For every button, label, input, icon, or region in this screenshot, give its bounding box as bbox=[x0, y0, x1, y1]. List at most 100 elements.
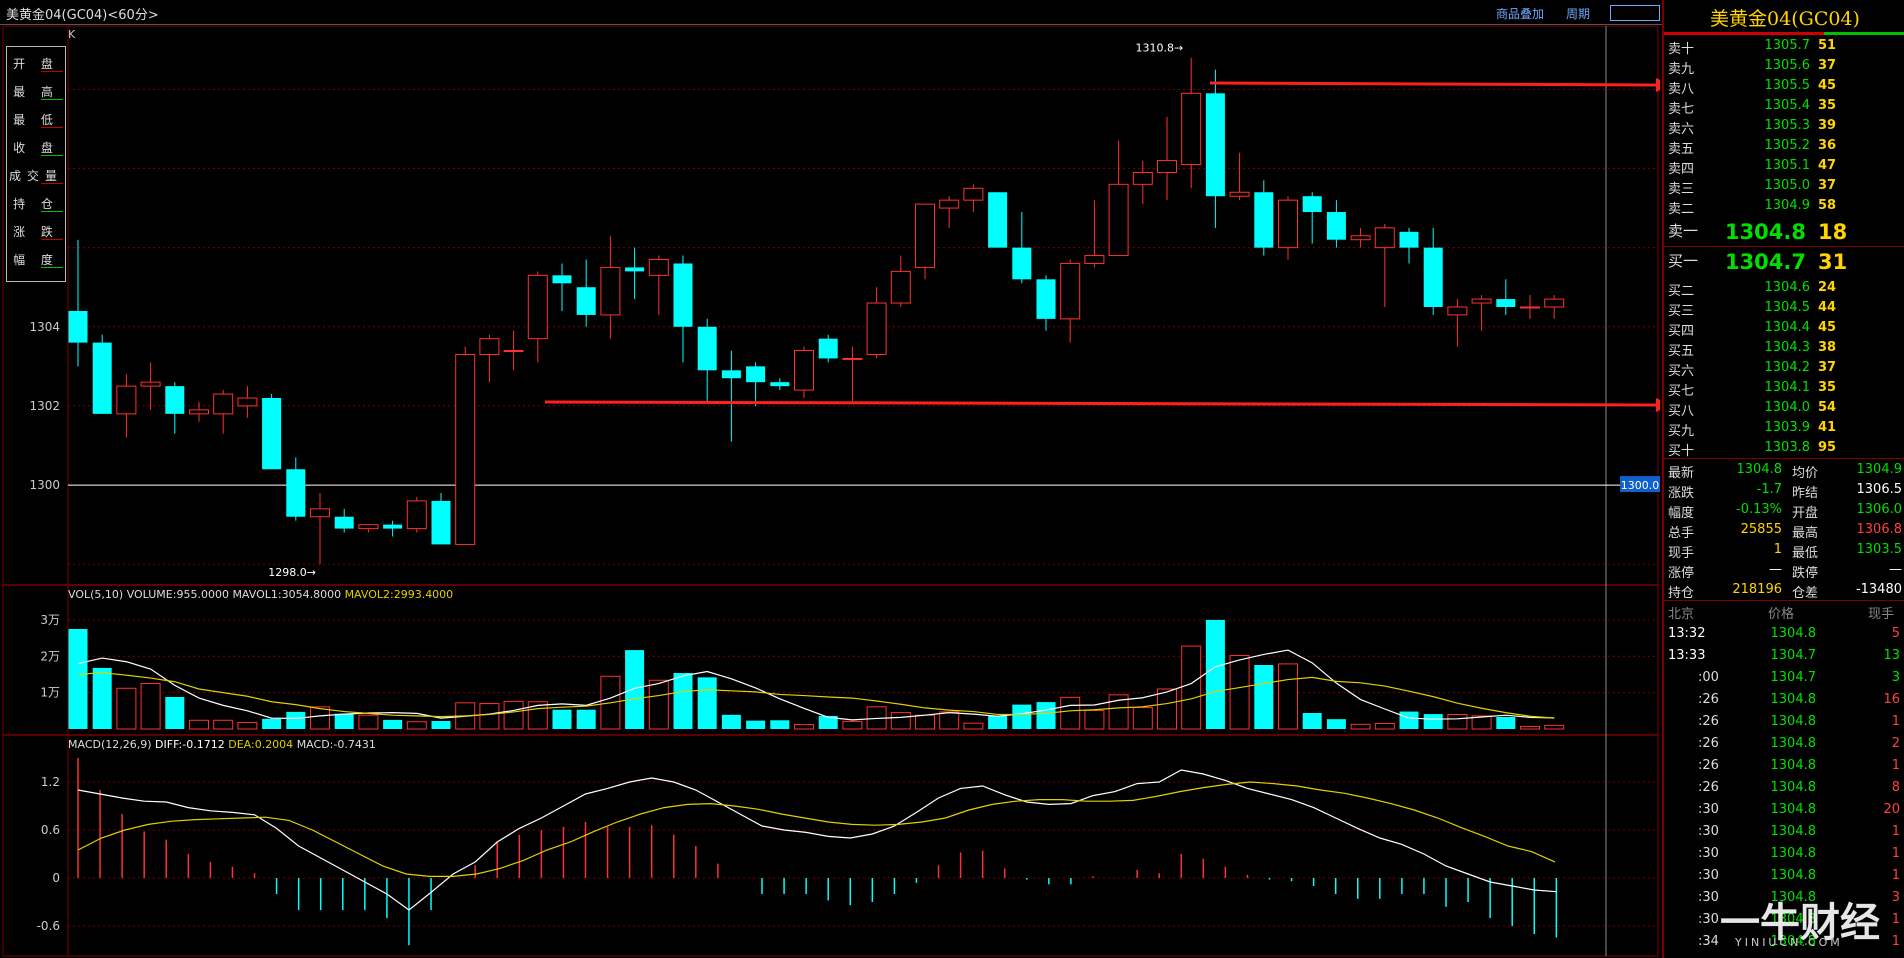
candle-body bbox=[527, 274, 548, 340]
sell-row: 卖三 1305.0 37 bbox=[1668, 178, 1904, 198]
info-box-value-line bbox=[41, 267, 63, 268]
cursor-price-box bbox=[1620, 476, 1660, 493]
candle-body bbox=[1132, 171, 1153, 185]
layout-buttons[interactable] bbox=[1610, 5, 1660, 21]
sell1-row-lab: 卖一 bbox=[1668, 222, 1699, 240]
stat-label: 跌停 bbox=[1792, 566, 1819, 581]
macd-tick-label: 0 bbox=[52, 871, 60, 885]
tick-row: :26 1304.8 1 bbox=[1668, 714, 1904, 736]
tick-volume: 13 bbox=[1883, 648, 1900, 663]
kline-chart[interactable]: 1304 1302 1300 3万 2万 1万 1.2 0.6 0 -0.6 1300.0 1310… bbox=[0, 24, 1660, 958]
sell-row-qt: 37 bbox=[1818, 58, 1837, 73]
macd-tick-label: 1.2 bbox=[41, 775, 60, 789]
candle-body bbox=[818, 338, 838, 359]
buy-row-lab: 买五 bbox=[1668, 344, 1695, 359]
candle-body bbox=[503, 350, 524, 353]
price-tick-label: 1300 bbox=[29, 478, 60, 492]
candle-body bbox=[310, 508, 330, 518]
cursor-price-text: 1300.0 bbox=[1621, 479, 1660, 492]
volume-bar bbox=[1036, 702, 1056, 729]
volume-bar bbox=[625, 650, 645, 729]
diff-line bbox=[77, 769, 1557, 911]
volume-bar bbox=[431, 721, 451, 729]
candle-body bbox=[915, 203, 935, 268]
sell-row: 卖五 1305.2 36 bbox=[1668, 138, 1904, 158]
candle-body bbox=[1496, 299, 1516, 307]
volume-bar bbox=[963, 722, 984, 730]
overlay-link[interactable]: 商品叠加 bbox=[1496, 7, 1545, 21]
stat-row: 现手 1 最低 1303.5 bbox=[1668, 542, 1904, 562]
annotation-arrow-top bbox=[1209, 81, 1659, 87]
volume-bar bbox=[1471, 715, 1492, 730]
stat-value: 1306.8 bbox=[1856, 522, 1903, 537]
candle-body bbox=[1447, 306, 1468, 316]
candle-body bbox=[455, 353, 476, 545]
period-link[interactable]: 周期 bbox=[1566, 7, 1591, 21]
tick-row: :30 1304.8 20 bbox=[1668, 802, 1904, 824]
tick-price: 1304.8 bbox=[1770, 868, 1817, 883]
tick-volume: 1 bbox=[1891, 714, 1900, 729]
volume-bar bbox=[1181, 645, 1202, 730]
buy-row-lab: 买二 bbox=[1668, 284, 1695, 299]
sell-row-lab: 卖七 bbox=[1668, 102, 1695, 117]
candle-body bbox=[286, 469, 306, 517]
sell-row-qt: 51 bbox=[1818, 38, 1837, 53]
buy-row: 买六 1304.2 37 bbox=[1668, 360, 1904, 380]
volume-bar bbox=[1423, 714, 1443, 729]
info-box-value-line bbox=[41, 211, 63, 212]
tick-time: :30 bbox=[1698, 890, 1719, 905]
candle-body bbox=[697, 326, 717, 371]
candle-body bbox=[721, 370, 741, 379]
volume-bar bbox=[1229, 655, 1250, 730]
sell-row-pr: 1305.5 bbox=[1764, 78, 1811, 93]
volume-bar bbox=[189, 719, 209, 730]
tick-row: :30 1304.8 1 bbox=[1668, 846, 1904, 868]
candle-body bbox=[1181, 92, 1202, 166]
tick-time: :26 bbox=[1698, 736, 1719, 751]
tick-row: :00 1304.7 3 bbox=[1668, 670, 1904, 692]
sell-row-pr: 1305.7 bbox=[1764, 38, 1811, 53]
candle-body bbox=[358, 524, 379, 530]
candle-body bbox=[988, 192, 1008, 248]
stat-label: 持仓 bbox=[1668, 586, 1695, 601]
macd-label: MACD(12,26,9) DIFF:-0.1712 DEA:0.2004 MA… bbox=[68, 738, 376, 751]
buy-row-qt: 35 bbox=[1818, 380, 1837, 395]
price-axis: 1304 1302 1300 3万 2万 1万 1.2 0.6 0 -0.6 bbox=[29, 320, 60, 933]
volume-bar bbox=[262, 718, 282, 729]
volume-bar bbox=[842, 720, 863, 730]
tick-header: 北京 价格 现手 bbox=[1668, 603, 1904, 625]
tick-price: 1304.8 bbox=[1770, 758, 1817, 773]
buy-row-qt: 44 bbox=[1818, 300, 1837, 315]
stat-label: 均价 bbox=[1792, 466, 1819, 481]
tick-row: :30 1304.8 3 bbox=[1668, 890, 1904, 912]
buy-row: 买五 1304.3 38 bbox=[1668, 340, 1904, 360]
tick-row: :26 1304.8 16 bbox=[1668, 692, 1904, 714]
orderbook-divider bbox=[1664, 458, 1904, 459]
quote-title: 美黄金04(GC04) bbox=[1710, 8, 1860, 30]
sell-row-pr: 1305.0 bbox=[1764, 178, 1811, 193]
stat-value: 25855 bbox=[1740, 522, 1782, 537]
tick-time: 13:32 bbox=[1668, 626, 1706, 641]
volume-bar bbox=[334, 713, 354, 729]
tick-time: :30 bbox=[1698, 824, 1719, 839]
buy-row: 买二 1304.6 24 bbox=[1668, 280, 1904, 300]
tick-row: :26 1304.8 1 bbox=[1668, 758, 1904, 780]
stat-value: 1 bbox=[1773, 542, 1782, 557]
candle-body bbox=[237, 397, 258, 407]
sell-row-pr: 1305.3 bbox=[1764, 118, 1811, 133]
volume-bar bbox=[1254, 665, 1274, 729]
candle-body bbox=[68, 310, 88, 343]
info-box-label: 持 仓 bbox=[13, 197, 59, 211]
sell-row-pr: 1305.2 bbox=[1764, 138, 1811, 153]
tick-row: 13:32 1304.8 5 bbox=[1668, 626, 1904, 648]
tick-price: 1304.8 bbox=[1770, 626, 1817, 641]
candle-body bbox=[1326, 212, 1346, 240]
watermark-url: YINIUCN.COM bbox=[1735, 936, 1843, 949]
stat-row: 涨跌 -1.7 昨结 1306.5 bbox=[1668, 482, 1904, 502]
tick-price: 1304.8 bbox=[1770, 824, 1817, 839]
tick-time: :26 bbox=[1698, 758, 1719, 773]
info-box-label: 开 盘 bbox=[13, 57, 59, 71]
tick-volume: 1 bbox=[1891, 824, 1900, 839]
candle-body bbox=[1157, 160, 1177, 173]
candle-body bbox=[116, 385, 137, 415]
